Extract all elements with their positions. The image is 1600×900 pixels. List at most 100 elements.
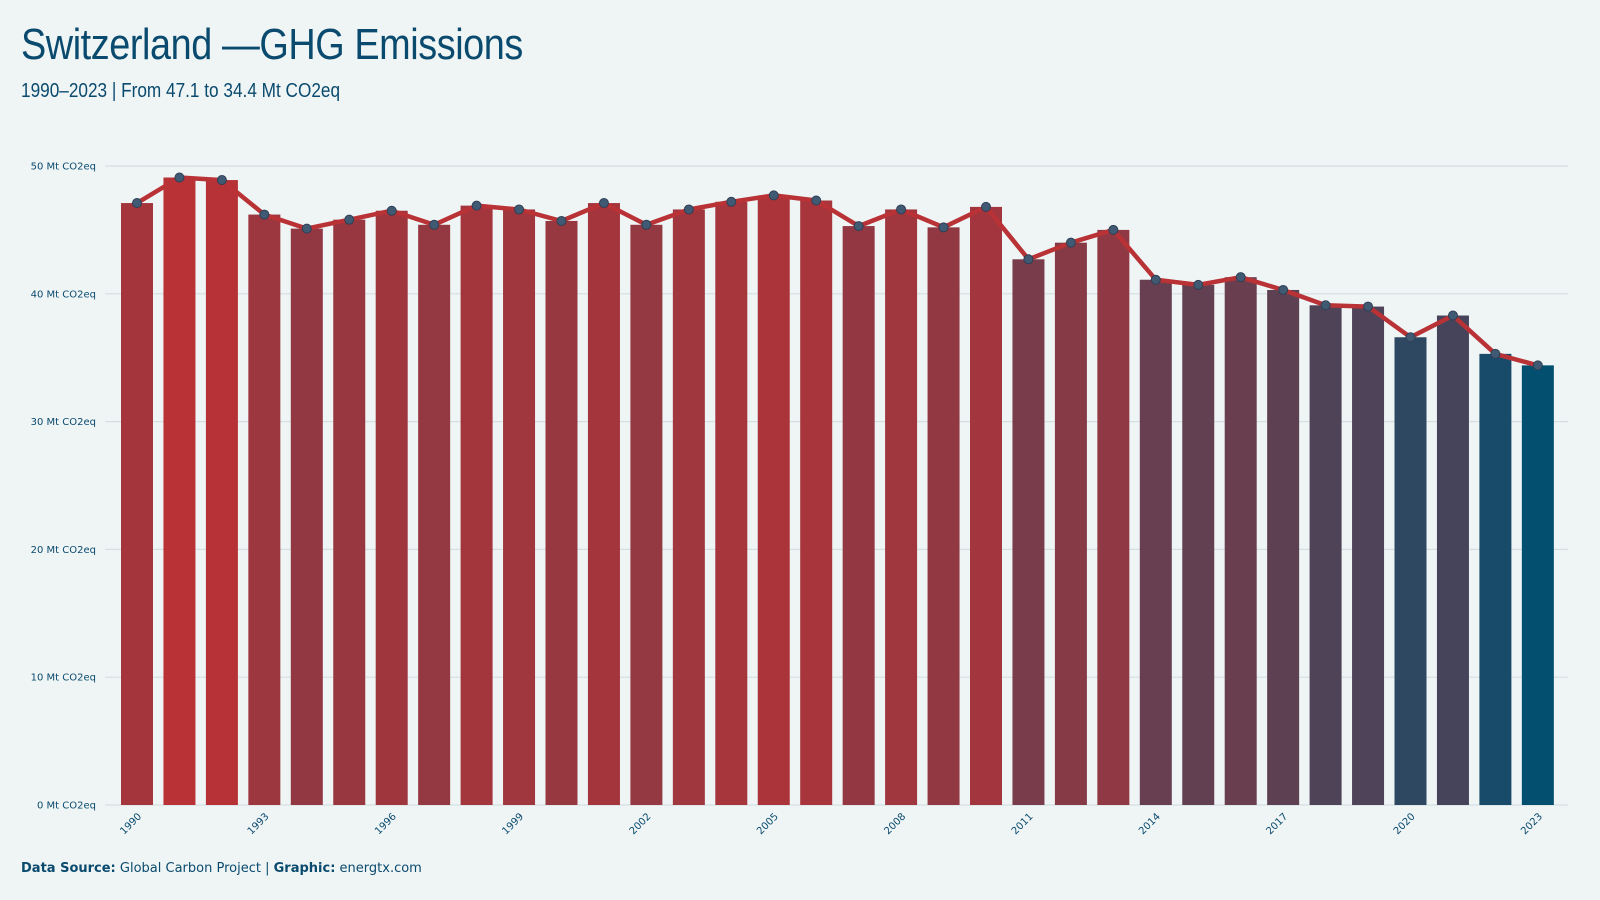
bar-2007 xyxy=(842,226,875,806)
trend-line-path xyxy=(134,175,1541,368)
bar-2004 xyxy=(715,201,748,805)
x-tick-label: 1990 xyxy=(118,811,144,837)
bar-2010 xyxy=(970,206,1002,805)
y-tick-label: 30 Mt CO2eq xyxy=(31,417,96,428)
point-2018 xyxy=(1320,300,1331,311)
source-label: Data Source: xyxy=(21,861,116,876)
point-1999 xyxy=(514,204,525,215)
point-1997 xyxy=(429,219,440,230)
bar-1991 xyxy=(163,177,196,805)
point-1993 xyxy=(259,209,270,220)
bar-2013 xyxy=(1097,229,1130,805)
y-tick-label: 20 Mt CO2eq xyxy=(31,545,96,556)
x-tick-label: 1993 xyxy=(246,811,272,837)
x-tick-label: 2008 xyxy=(882,811,908,837)
point-2005 xyxy=(768,190,779,201)
x-tick-label: 2020 xyxy=(1392,811,1418,837)
bar-1992 xyxy=(205,180,238,806)
point-1994 xyxy=(301,223,312,234)
bar-2022 xyxy=(1479,353,1512,805)
bars xyxy=(121,177,1554,806)
bar-2011 xyxy=(1012,259,1045,805)
point-2016 xyxy=(1235,272,1246,283)
point-2014 xyxy=(1150,274,1161,285)
point-2023 xyxy=(1532,360,1543,371)
point-2007 xyxy=(853,221,864,232)
point-1998 xyxy=(471,200,482,211)
point-2000 xyxy=(556,215,567,226)
point-2021 xyxy=(1447,310,1458,321)
bar-2021 xyxy=(1436,315,1469,805)
point-2011 xyxy=(1023,254,1034,265)
bar-2000 xyxy=(545,220,578,806)
point-2003 xyxy=(683,204,694,215)
point-2001 xyxy=(598,198,609,209)
x-tick-label: 2017 xyxy=(1264,811,1290,837)
point-1996 xyxy=(386,205,397,216)
y-tick-label: 0 Mt CO2eq xyxy=(37,801,96,812)
point-2002 xyxy=(641,219,652,230)
bar-1999 xyxy=(503,209,536,805)
point-1990 xyxy=(132,198,142,209)
x-axis-ticks: 1990 1993 1996 1999 2002 2005 2008 2011 2014 2017… xyxy=(118,811,1545,837)
y-tick-label: 40 Mt CO2eq xyxy=(31,289,96,300)
bar-2019 xyxy=(1352,306,1385,805)
footer-separator: | xyxy=(265,861,270,876)
point-2006 xyxy=(811,195,822,206)
bar-2012 xyxy=(1054,242,1087,805)
source-value: Global Carbon Project xyxy=(119,861,261,876)
point-2020 xyxy=(1405,332,1416,343)
bar-2014 xyxy=(1139,279,1172,805)
graphic-value: energtx.com xyxy=(339,861,422,876)
point-1995 xyxy=(344,214,355,225)
bar-2018 xyxy=(1309,305,1342,805)
bar-2003 xyxy=(672,209,705,805)
point-2022 xyxy=(1490,348,1501,359)
grid-lines xyxy=(105,165,1568,806)
page-subtitle: 1990–2023 | From 47.1 to 34.4 Mt CO2eq xyxy=(21,80,341,102)
bar-2008 xyxy=(885,209,918,805)
x-tick-label: 2002 xyxy=(628,811,654,837)
bar-2009 xyxy=(927,227,960,805)
x-tick-label: 2011 xyxy=(1010,811,1036,837)
footer-credits: Data Source: Global Carbon Project | Gra… xyxy=(21,861,422,876)
y-axis-ticks: 0 Mt CO2eq 10 Mt CO2eq 20 Mt CO2eq 30 Mt CO… xyxy=(31,162,96,812)
point-2012 xyxy=(1065,237,1076,248)
bar-2020 xyxy=(1394,337,1427,805)
x-tick-label: 2005 xyxy=(755,811,781,837)
y-tick-label: 50 Mt CO2eq xyxy=(31,162,96,173)
bar-2016 xyxy=(1224,277,1257,805)
x-tick-label: 2014 xyxy=(1137,811,1163,837)
bar-1994 xyxy=(290,228,323,805)
bar-1995 xyxy=(333,219,366,805)
graphic-label: Graphic: xyxy=(273,861,336,876)
bar-1997 xyxy=(418,224,451,806)
point-2019 xyxy=(1363,301,1374,312)
bar-2005 xyxy=(757,195,790,806)
bar-2023 xyxy=(1521,365,1554,805)
x-tick-label: 1996 xyxy=(373,811,399,837)
trend-line xyxy=(134,175,1541,368)
bar-2006 xyxy=(800,200,833,806)
point-2015 xyxy=(1193,279,1204,290)
point-2017 xyxy=(1278,284,1289,295)
point-2009 xyxy=(938,222,949,233)
bar-2017 xyxy=(1267,289,1300,805)
point-1991 xyxy=(174,172,185,183)
bar-2015 xyxy=(1182,284,1215,805)
bar-1996 xyxy=(375,210,408,806)
point-2008 xyxy=(896,204,907,215)
trend-points xyxy=(132,172,1543,371)
point-2013 xyxy=(1108,224,1119,235)
point-2010 xyxy=(981,201,991,212)
bar-1990 xyxy=(121,203,153,805)
x-tick-label: 2023 xyxy=(1519,811,1545,837)
y-tick-label: 10 Mt CO2eq xyxy=(31,673,96,684)
bar-1993 xyxy=(248,214,281,806)
point-2004 xyxy=(726,196,737,207)
bar-1998 xyxy=(460,205,493,806)
page-title: Switzerland —GHG Emissions xyxy=(21,20,523,69)
point-1992 xyxy=(216,175,227,186)
bar-2002 xyxy=(630,224,663,806)
bar-2001 xyxy=(587,203,620,805)
